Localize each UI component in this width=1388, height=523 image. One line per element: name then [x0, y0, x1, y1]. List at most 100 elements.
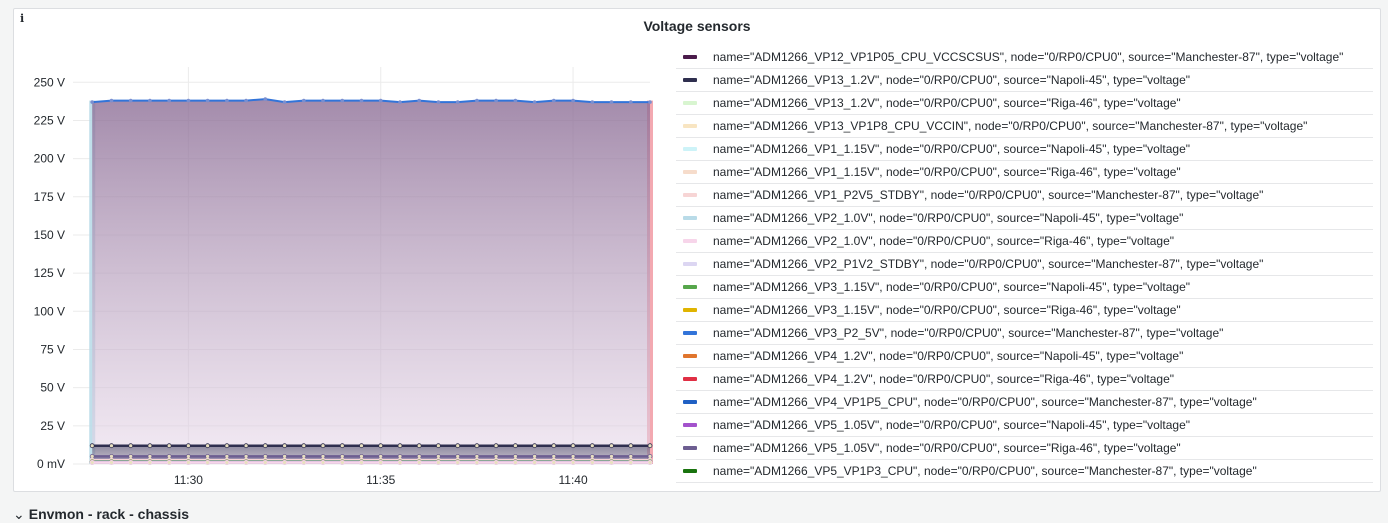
data-point: [90, 100, 94, 104]
legend-swatch: [683, 331, 697, 335]
legend-item[interactable]: name="ADM1266_VP2_1.0V", node="0/RP0/CPU…: [676, 230, 1373, 253]
legend-item[interactable]: name="ADM1266_VP3_P2_5V", node="0/RP0/CP…: [676, 322, 1373, 345]
legend-item[interactable]: name="ADM1266_VP5_1.05V", node="0/RP0/CP…: [676, 414, 1373, 437]
data-point: [243, 460, 249, 465]
data-point: [378, 98, 383, 103]
section-header-envmon[interactable]: ⌄ Envmon - rack - chassis: [13, 506, 189, 523]
legend-label: name="ADM1266_VP2_P1V2_STDBY", node="0/R…: [713, 257, 1264, 271]
data-point: [436, 100, 441, 104]
legend-item[interactable]: name="ADM1266_VP2_P1V2_STDBY", node="0/R…: [676, 253, 1373, 276]
legend-item[interactable]: name="ADM1266_VP4_VP1P5_CPU", node="0/RP…: [676, 391, 1373, 414]
data-point: [321, 98, 325, 103]
data-point: [398, 100, 402, 104]
y-tick-label: 100 V: [34, 304, 65, 318]
data-point: [147, 460, 153, 465]
data-point: [128, 443, 134, 449]
chart-legend: name="ADM1266_VP12_VP1P05_CPU_VCCSCSUS",…: [676, 46, 1373, 483]
data-point: [262, 443, 268, 449]
data-point: [513, 98, 518, 103]
legend-swatch: [683, 147, 697, 151]
legend-swatch: [683, 170, 697, 174]
data-point: [359, 443, 364, 449]
data-point: [435, 460, 441, 465]
legend-item[interactable]: name="ADM1266_VP13_1.2V", node="0/RP0/CP…: [676, 92, 1373, 115]
data-point: [474, 453, 480, 459]
legend-label: name="ADM1266_VP3_P2_5V", node="0/RP0/CP…: [713, 326, 1224, 340]
data-point: [224, 443, 230, 449]
legend-label: name="ADM1266_VP1_1.15V", node="0/RP0/CP…: [713, 142, 1191, 156]
data-point: [89, 453, 95, 459]
legend-item[interactable]: name="ADM1266_VP1_P2V5_STDBY", node="0/R…: [676, 184, 1373, 207]
legend-item[interactable]: name="ADM1266_VP13_VP1P8_CPU_VCCIN", nod…: [676, 115, 1373, 138]
data-point: [185, 443, 191, 449]
data-point: [494, 98, 498, 103]
data-point: [89, 460, 95, 465]
data-point: [301, 443, 307, 449]
legend-item[interactable]: name="ADM1266_VP1_1.15V", node="0/RP0/CP…: [676, 161, 1373, 184]
legend-label: name="ADM1266_VP3_1.15V", node="0/RP0/CP…: [713, 280, 1191, 294]
legend-item[interactable]: name="ADM1266_VP4_1.2V", node="0/RP0/CPU…: [676, 345, 1373, 368]
data-point: [147, 443, 153, 449]
data-point: [263, 97, 268, 101]
data-point: [224, 460, 230, 465]
data-point: [378, 443, 384, 449]
data-point: [455, 443, 461, 449]
data-point: [493, 443, 499, 449]
section-title: Envmon - rack - chassis: [28, 506, 190, 522]
legend-item[interactable]: name="ADM1266_VP1_1.15V", node="0/RP0/CP…: [676, 138, 1373, 161]
voltage-chart[interactable]: 0 mV 25 V 50 V 75 V 100 V 125 V 150 V 175 V 200 …: [14, 9, 674, 493]
data-point: [570, 460, 576, 465]
legend-item[interactable]: name="ADM1266_VP5_1.05V", node="0/RP0/CP…: [676, 437, 1373, 460]
data-point: [302, 98, 306, 103]
y-tick-label: 225 V: [34, 113, 65, 127]
legend-label: name="ADM1266_VP5_VP1P3_CPU", node="0/RP…: [713, 464, 1257, 478]
data-point: [282, 443, 288, 449]
data-point: [397, 460, 403, 465]
data-point: [416, 460, 422, 465]
data-point: [378, 453, 384, 459]
legend-swatch: [683, 193, 697, 197]
data-point: [532, 460, 537, 465]
data-point: [551, 453, 557, 459]
data-point: [647, 460, 653, 465]
data-point: [205, 453, 211, 459]
data-point: [128, 98, 133, 103]
legend-item[interactable]: name="ADM1266_VP12_VP1P05_CPU_VCCSCSUS",…: [676, 46, 1373, 69]
y-tick-label: 50 V: [40, 381, 65, 395]
legend-item[interactable]: name="ADM1266_VP3_1.15V", node="0/RP0/CP…: [676, 276, 1373, 299]
legend-item[interactable]: name="ADM1266_VP3_1.15V", node="0/RP0/CP…: [676, 299, 1373, 322]
data-point: [455, 100, 460, 104]
data-point: [166, 443, 172, 449]
data-point: [185, 460, 191, 465]
legend-swatch: [683, 124, 697, 128]
legend-item[interactable]: name="ADM1266_VP5_VP1P3_CPU", node="0/RP…: [676, 460, 1373, 483]
legend-label: name="ADM1266_VP13_VP1P8_CPU_VCCIN", nod…: [713, 119, 1308, 133]
data-point: [128, 453, 134, 459]
data-point: [147, 453, 153, 459]
legend-item[interactable]: name="ADM1266_VP13_1.2V", node="0/RP0/CP…: [676, 69, 1373, 92]
legend-item[interactable]: name="ADM1266_VP2_1.0V", node="0/RP0/CPU…: [676, 207, 1373, 230]
data-point: [225, 98, 229, 103]
data-point: [109, 460, 114, 465]
legend-item[interactable]: name="ADM1266_VP4_1.2V", node="0/RP0/CPU…: [676, 368, 1373, 391]
data-point: [589, 460, 595, 465]
data-point: [359, 453, 364, 459]
data-point: [455, 453, 461, 459]
legend-swatch: [683, 78, 697, 82]
data-point: [589, 443, 595, 449]
data-point: [109, 443, 114, 449]
data-point: [205, 98, 210, 103]
data-point: [262, 460, 268, 465]
data-point: [109, 453, 114, 459]
x-tick-label: 11:30: [174, 473, 203, 487]
data-point: [109, 98, 114, 103]
y-tick-label: 75 V: [40, 342, 65, 356]
data-point: [570, 453, 576, 459]
data-point: [262, 453, 268, 459]
legend-swatch: [683, 400, 697, 404]
data-point: [435, 453, 441, 459]
data-point: [244, 98, 248, 103]
data-point: [647, 443, 653, 449]
info-icon[interactable]: i: [20, 12, 25, 25]
legend-label: name="ADM1266_VP3_1.15V", node="0/RP0/CP…: [713, 303, 1181, 317]
